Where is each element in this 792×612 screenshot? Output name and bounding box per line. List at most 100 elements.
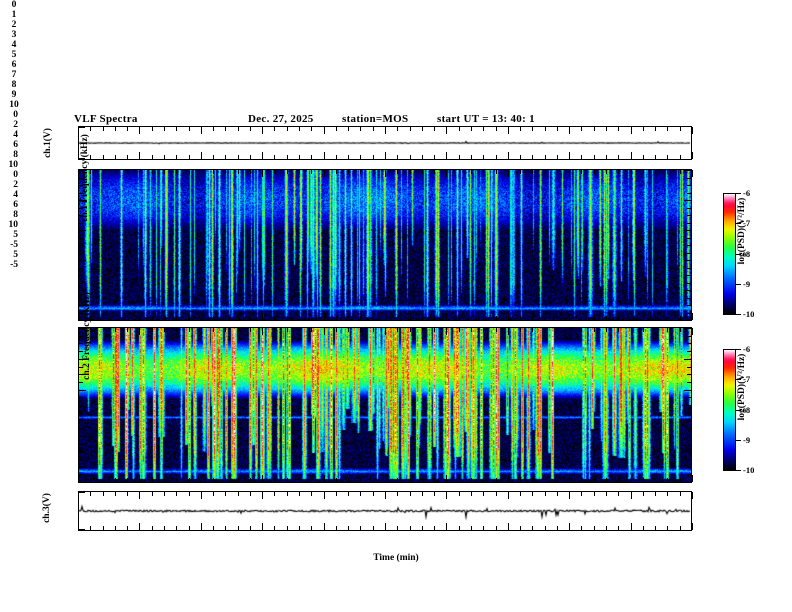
- ch1-freq-tick: [684, 260, 691, 261]
- x-tick-major: [631, 328, 632, 335]
- ch1-colorbar-tick: [736, 223, 741, 224]
- x-tick-major: [189, 492, 190, 496]
- x-tick-major: [483, 492, 484, 496]
- x-tick-major: [692, 313, 693, 320]
- x-tick-major: [213, 328, 214, 332]
- x-tick-major: [594, 316, 595, 320]
- ch1-waveform-axis-label: ch.1(V): [43, 128, 53, 158]
- ch1-freq-tick-label: 0: [13, 110, 18, 120]
- x-tick-major: [692, 170, 693, 177]
- x-tick-major: [274, 170, 275, 174]
- colorbar-ch1-gradient: [723, 193, 736, 315]
- ch2-colorbar-tick-label: -7: [743, 374, 751, 384]
- x-tick-major: [520, 127, 521, 131]
- ch2-spectrogram-canvas: [79, 328, 691, 482]
- x-tick-major: [176, 316, 177, 320]
- x-tick-major: [631, 523, 632, 530]
- x-tick-major: [680, 478, 681, 482]
- x-tick-major: [520, 316, 521, 320]
- x-tick-major: [164, 492, 165, 496]
- x-tick-major: [557, 492, 558, 496]
- x-tick-major: [127, 492, 128, 496]
- x-tick-major: [631, 475, 632, 482]
- x-tick-major: [594, 127, 595, 131]
- x-tick-major: [434, 492, 435, 496]
- x-tick-major: [545, 316, 546, 320]
- x-tick-major: [201, 523, 202, 530]
- x-tick-major: [532, 170, 533, 174]
- x-tick-major: [90, 316, 91, 320]
- x-tick-major: [434, 328, 435, 332]
- x-tick-major: [225, 478, 226, 482]
- ch1-freq-tick: [79, 230, 86, 231]
- x-tick-major: [545, 170, 546, 174]
- x-tick-major: [115, 127, 116, 131]
- ch2-freq-tick: [687, 367, 691, 368]
- x-tick-major: [373, 526, 374, 530]
- ch2-freq-tick: [684, 390, 691, 391]
- x-tick-major: [311, 316, 312, 320]
- x-tick-major: [631, 170, 632, 177]
- x-tick-major: [532, 127, 533, 131]
- ch1-freq-tick: [687, 223, 691, 224]
- x-tick-major: [618, 526, 619, 530]
- x-tick-major: [606, 492, 607, 496]
- x-tick-major: [618, 492, 619, 496]
- ch2-colorbar-tick: [736, 440, 741, 441]
- x-tick-major: [581, 170, 582, 174]
- x-tick-major: [324, 328, 325, 335]
- x-tick-major: [680, 155, 681, 159]
- ch1-colorbar-tick: [736, 284, 741, 285]
- ch2-colorbar-tick: [736, 470, 741, 471]
- x-tick-major: [176, 526, 177, 530]
- ch1-colorbar-tick-label: -10: [743, 309, 755, 319]
- x-tick-major: [324, 475, 325, 482]
- x-tick-major: [496, 127, 497, 131]
- x-tick-major: [78, 170, 79, 177]
- ch1-freq-tick: [684, 200, 691, 201]
- x-tick-major: [336, 526, 337, 530]
- x-tick-major: [103, 170, 104, 174]
- x-tick-major: [176, 170, 177, 174]
- x-tick-major: [496, 170, 497, 174]
- ch2-freq-tick: [79, 359, 86, 360]
- x-tick-major: [213, 478, 214, 482]
- x-tick-major: [90, 170, 91, 174]
- x-tick-major: [520, 170, 521, 174]
- ch1-freq-tick-label: 2: [13, 120, 18, 130]
- ch2-freq-tick: [79, 428, 83, 429]
- x-tick-major: [324, 492, 325, 499]
- x-tick-major: [103, 127, 104, 131]
- ch1-freq-tick-label: 4: [13, 130, 18, 140]
- x-tick-label: 10: [9, 100, 19, 110]
- x-tick-major: [496, 478, 497, 482]
- ch2-freq-tick: [687, 459, 691, 460]
- ch2-colorbar-tick-label: -10: [743, 465, 755, 475]
- x-tick-major: [496, 155, 497, 159]
- x-tick-major: [459, 127, 460, 131]
- x-tick-label: 2: [11, 20, 17, 30]
- x-tick-major: [410, 478, 411, 482]
- x-tick-major: [152, 492, 153, 496]
- x-tick-major: [238, 127, 239, 131]
- x-tick-major: [238, 170, 239, 174]
- x-tick-major: [213, 492, 214, 496]
- x-tick-major: [274, 127, 275, 131]
- ch1w-volt-tick: [79, 158, 85, 159]
- x-tick-major: [78, 127, 79, 134]
- x-tick-major: [78, 523, 79, 530]
- x-tick-major: [618, 170, 619, 174]
- x-tick-major: [373, 492, 374, 496]
- x-tick-major: [545, 526, 546, 530]
- x-tick-major: [569, 523, 570, 530]
- ch2-freq-tick: [79, 474, 83, 475]
- x-tick-major: [250, 492, 251, 496]
- ch2-freq-tick: [687, 436, 691, 437]
- ch2-freq-tick: [79, 444, 83, 445]
- x-tick-major: [643, 127, 644, 131]
- ch1-freq-tick: [79, 290, 86, 291]
- ch1-freq-tick: [687, 208, 691, 209]
- x-tick-major: [680, 492, 681, 496]
- x-tick-label: 0: [11, 0, 17, 10]
- x-tick-major: [581, 127, 582, 131]
